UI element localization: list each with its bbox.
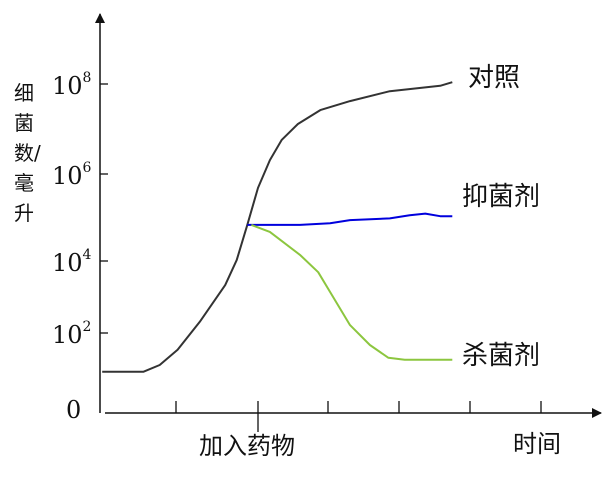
x-axis-label: 时间 xyxy=(513,430,561,458)
series-line-2 xyxy=(251,223,453,361)
y-tick-label: 106 xyxy=(52,160,92,190)
series-line-0 xyxy=(102,81,453,373)
y-axis-label: 细菌数/毫升 xyxy=(14,81,41,225)
drug-added-annotation: 加入药物 xyxy=(199,432,295,460)
series-label-2: 杀菌剂 xyxy=(462,341,540,371)
series-label-0: 对照 xyxy=(468,63,520,93)
series-label-1: 抑菌剂 xyxy=(462,182,540,212)
y-tick-label: 102 xyxy=(52,319,91,349)
y-tick-label: 104 xyxy=(52,247,92,277)
y-tick-label: 108 xyxy=(52,70,91,100)
y-tick-label: 0 xyxy=(66,396,81,424)
series-line-1 xyxy=(247,212,453,226)
